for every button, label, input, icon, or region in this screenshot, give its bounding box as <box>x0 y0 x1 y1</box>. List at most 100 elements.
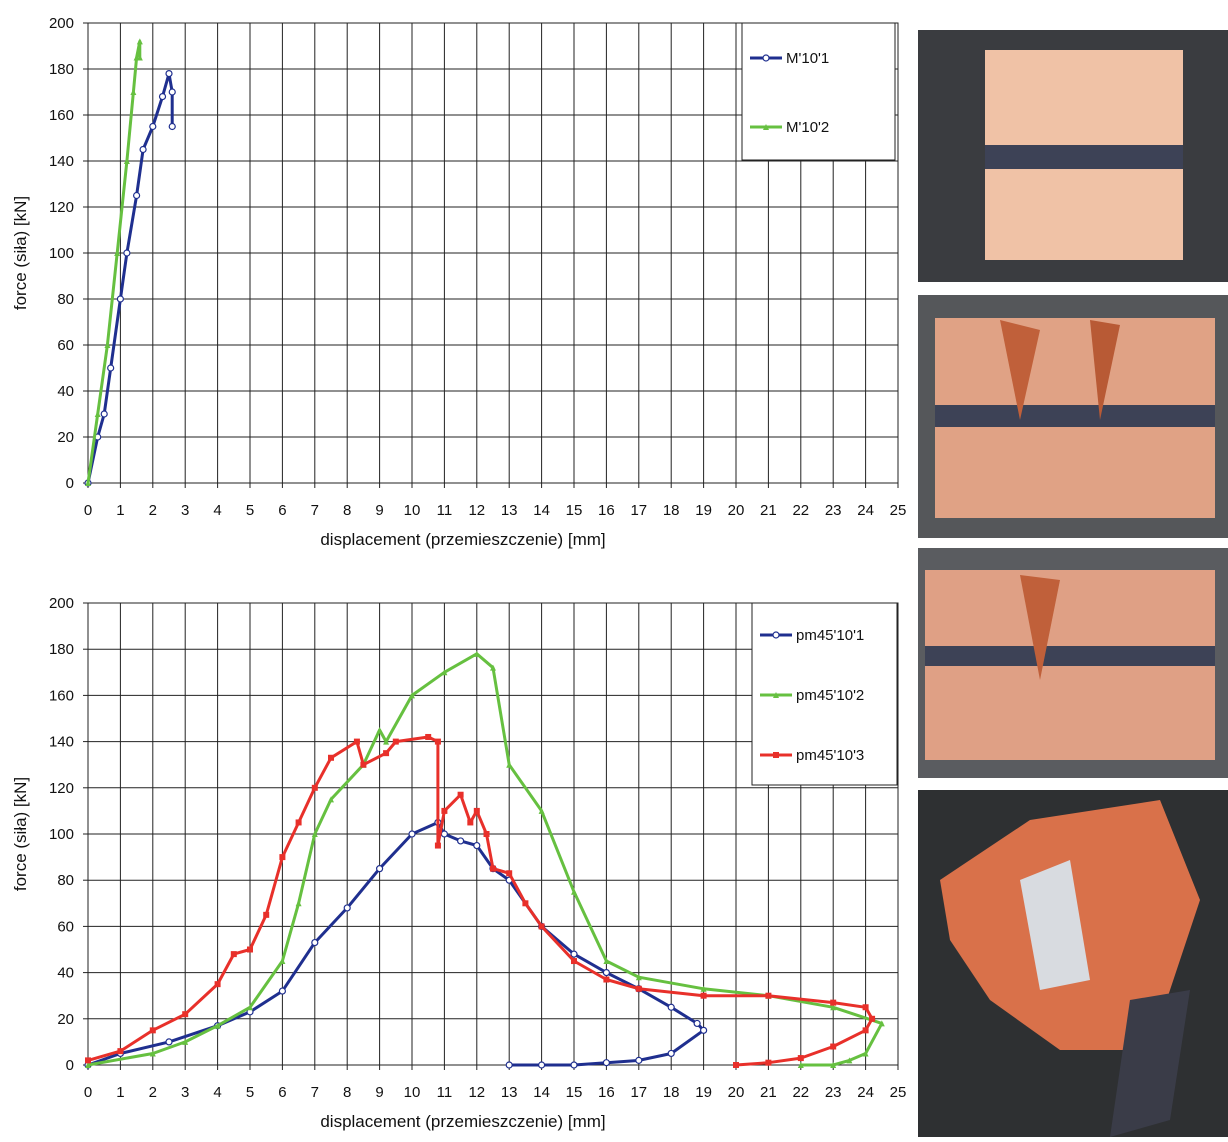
marker <box>701 993 707 999</box>
marker <box>312 940 318 946</box>
marker <box>169 89 175 95</box>
marker <box>701 1027 707 1033</box>
marker <box>247 947 253 953</box>
y-tick-label: 140 <box>49 734 74 751</box>
marker <box>869 1016 875 1022</box>
y-tick-label: 40 <box>57 965 74 982</box>
marker <box>798 1055 804 1061</box>
x-tick-label: 17 <box>630 1084 647 1101</box>
y-tick-label: 160 <box>49 687 74 704</box>
y-axis-label: force (siła) [kN] <box>11 196 30 310</box>
marker <box>296 819 302 825</box>
x-tick-label: 18 <box>663 1084 680 1101</box>
marker <box>134 193 140 199</box>
marker <box>863 1004 869 1010</box>
x-tick-label: 22 <box>792 502 809 519</box>
marker <box>354 739 360 745</box>
marker <box>150 1027 156 1033</box>
x-tick-label: 8 <box>343 502 351 519</box>
marker <box>603 970 609 976</box>
marker <box>160 94 166 100</box>
marker <box>474 843 480 849</box>
marker <box>603 977 609 983</box>
marker <box>124 250 130 256</box>
legend-label: pm45'10'1 <box>796 627 864 644</box>
marker <box>773 752 779 758</box>
marker <box>571 951 577 957</box>
y-tick-label: 160 <box>49 107 74 124</box>
photo-3-mortar <box>925 646 1215 666</box>
x-tick-label: 10 <box>404 502 421 519</box>
x-axis-label: displacement (przemieszczenie) [mm] <box>320 1112 605 1131</box>
y-tick-label: 200 <box>49 595 74 612</box>
marker <box>85 1057 91 1063</box>
marker <box>733 1062 739 1068</box>
marker <box>694 1020 700 1026</box>
x-tick-label: 12 <box>468 1084 485 1101</box>
x-tick-label: 22 <box>792 1084 809 1101</box>
marker <box>150 124 156 130</box>
x-tick-label: 17 <box>630 502 647 519</box>
x-tick-label: 2 <box>149 502 157 519</box>
marker <box>773 632 779 638</box>
marker <box>668 1050 674 1056</box>
x-tick-label: 0 <box>84 502 92 519</box>
marker <box>393 739 399 745</box>
legend-label: pm45'10'2 <box>796 687 864 704</box>
marker <box>117 296 123 302</box>
x-tick-label: 4 <box>213 1084 221 1101</box>
marker <box>279 854 285 860</box>
x-axis-label: displacement (przemieszczenie) [mm] <box>320 530 605 549</box>
marker <box>441 831 447 837</box>
x-tick-label: 20 <box>728 502 745 519</box>
marker <box>435 843 441 849</box>
y-tick-label: 100 <box>49 826 74 843</box>
marker <box>765 1060 771 1066</box>
marker <box>441 808 447 814</box>
marker <box>215 981 221 987</box>
y-tick-label: 80 <box>57 872 74 889</box>
marker <box>166 71 172 77</box>
marker <box>484 831 490 837</box>
marker <box>474 808 480 814</box>
marker <box>360 762 366 768</box>
x-tick-label: 20 <box>728 1084 745 1101</box>
marker <box>830 1000 836 1006</box>
marker <box>603 1060 609 1066</box>
x-tick-label: 11 <box>437 1084 453 1101</box>
marker <box>539 1062 545 1068</box>
y-tick-label: 180 <box>49 61 74 78</box>
legend-label: M'10'2 <box>786 119 829 136</box>
x-tick-label: 9 <box>375 1084 383 1101</box>
marker <box>328 755 334 761</box>
x-tick-label: 19 <box>695 1084 712 1101</box>
photo-2-mortar <box>935 405 1215 427</box>
y-tick-label: 100 <box>49 245 74 262</box>
x-tick-label: 12 <box>468 502 485 519</box>
marker <box>458 792 464 798</box>
x-tick-label: 0 <box>84 1084 92 1101</box>
x-tick-label: 25 <box>890 1084 907 1101</box>
marker <box>522 900 528 906</box>
marker <box>231 951 237 957</box>
y-tick-label: 20 <box>57 429 74 446</box>
y-tick-label: 0 <box>66 475 74 492</box>
y-tick-label: 40 <box>57 383 74 400</box>
marker <box>383 750 389 756</box>
y-axis-label: force (siła) [kN] <box>11 777 30 891</box>
photo-column <box>918 30 1228 1137</box>
marker <box>377 866 383 872</box>
y-tick-label: 0 <box>66 1057 74 1074</box>
marker <box>344 905 350 911</box>
x-tick-label: 3 <box>181 1084 189 1101</box>
x-tick-label: 11 <box>437 502 453 519</box>
marker <box>425 734 431 740</box>
marker <box>435 739 441 745</box>
marker <box>506 870 512 876</box>
page: 0204060801001201401601802000123456789101… <box>0 0 1228 1137</box>
x-tick-label: 15 <box>566 502 583 519</box>
y-tick-label: 60 <box>57 337 74 354</box>
x-tick-label: 18 <box>663 502 680 519</box>
marker <box>101 411 107 417</box>
y-tick-label: 200 <box>49 15 74 32</box>
